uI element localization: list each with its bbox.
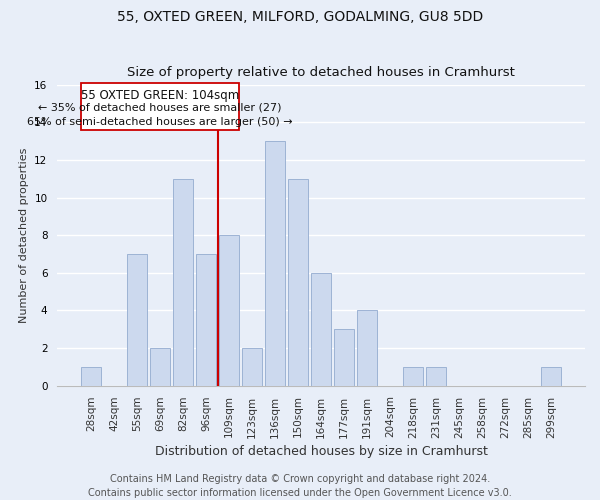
X-axis label: Distribution of detached houses by size in Cramhurst: Distribution of detached houses by size … [155,444,488,458]
Bar [127,254,147,386]
Bar [334,330,354,386]
Bar [242,348,262,386]
Bar [196,254,216,386]
Y-axis label: Number of detached properties: Number of detached properties [19,148,29,323]
Text: Contains HM Land Registry data © Crown copyright and database right 2024.
Contai: Contains HM Land Registry data © Crown c… [88,474,512,498]
Bar [311,273,331,386]
Bar [403,367,423,386]
Bar [541,367,561,386]
Bar [81,367,101,386]
Text: 65% of semi-detached houses are larger (50) →: 65% of semi-detached houses are larger (… [27,117,293,127]
Bar [219,236,239,386]
Bar [358,310,377,386]
Text: 55 OXTED GREEN: 104sqm: 55 OXTED GREEN: 104sqm [81,88,239,102]
Bar [289,179,308,386]
Bar [427,367,446,386]
FancyBboxPatch shape [80,83,239,130]
Title: Size of property relative to detached houses in Cramhurst: Size of property relative to detached ho… [127,66,515,80]
Bar [150,348,170,386]
Bar [265,141,285,386]
Text: 55, OXTED GREEN, MILFORD, GODALMING, GU8 5DD: 55, OXTED GREEN, MILFORD, GODALMING, GU8… [117,10,483,24]
Text: ← 35% of detached houses are smaller (27): ← 35% of detached houses are smaller (27… [38,102,282,113]
Bar [173,179,193,386]
